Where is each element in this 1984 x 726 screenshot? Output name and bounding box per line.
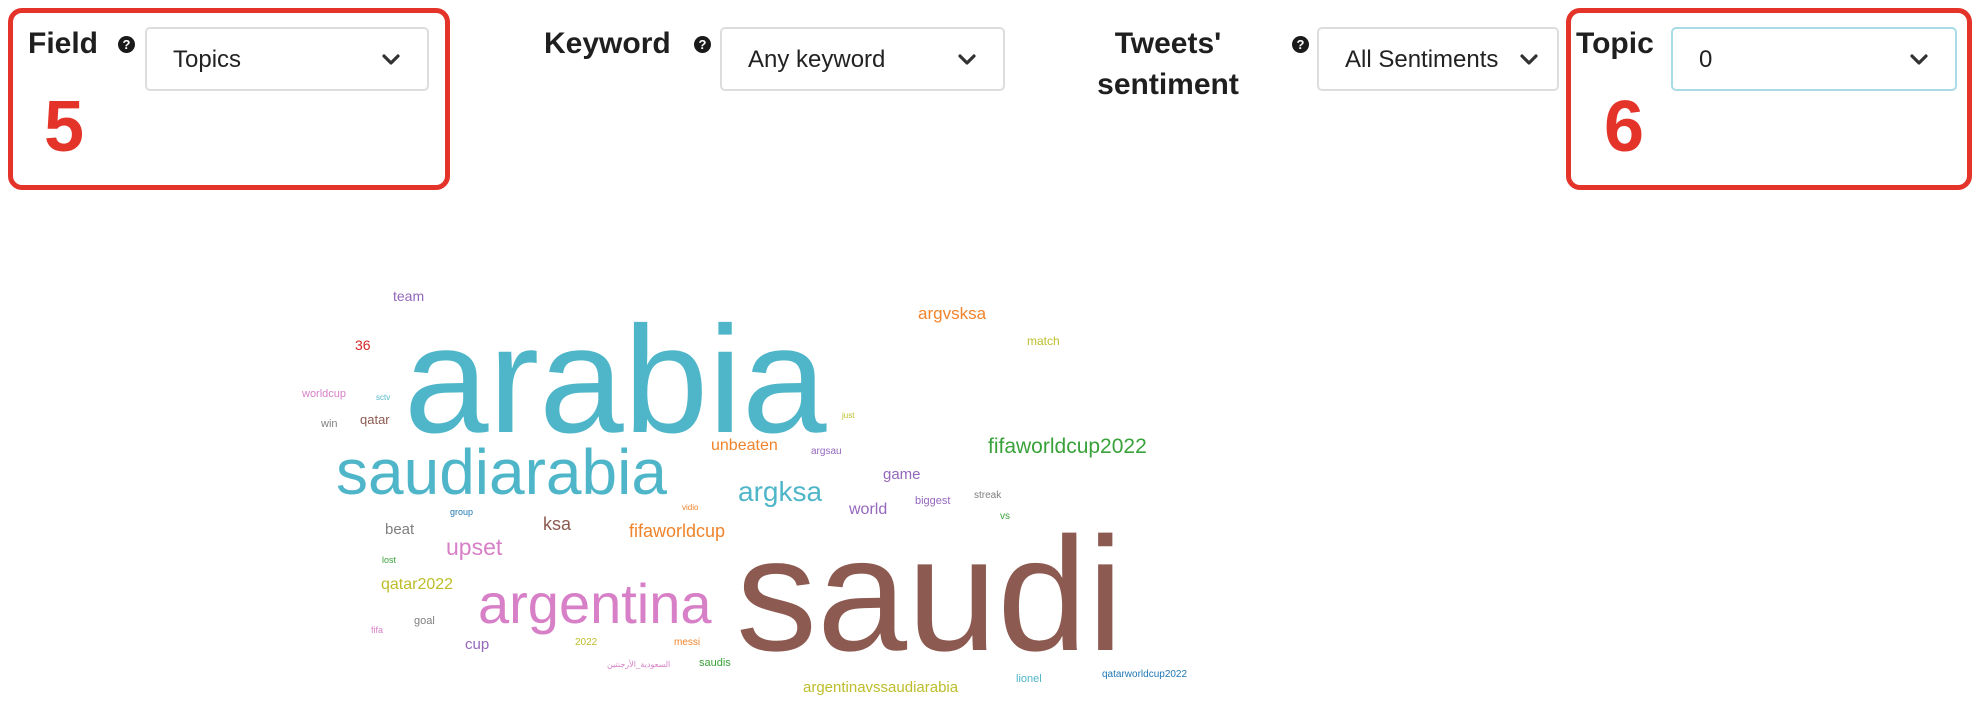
word-cloud-word: sctv: [376, 393, 391, 402]
keyword-label: Keyword: [544, 27, 671, 60]
chevron-down-icon: [1910, 54, 1928, 65]
word-cloud-word: unbeaten: [711, 437, 778, 454]
word-cloud-word: ksa: [543, 514, 572, 534]
word-cloud-word: team: [393, 288, 425, 304]
word-cloud-word: 2022: [575, 637, 598, 648]
word-cloud-word: fifaworldcup: [629, 521, 726, 541]
topic-select-value: 0: [1699, 46, 1713, 73]
word-cloud-word: lionel: [1016, 673, 1042, 685]
word-cloud-word: fifa: [371, 625, 384, 635]
chevron-down-icon: [1520, 54, 1538, 65]
keyword-help-icon[interactable]: ?: [694, 36, 711, 53]
sentiment-label-line2: sentiment: [1097, 67, 1239, 101]
chevron-down-icon: [958, 54, 976, 65]
word-cloud-word: game: [883, 466, 921, 483]
word-cloud-word: goal: [414, 615, 435, 627]
word-cloud-word: argentina: [478, 572, 712, 635]
word-cloud-word: qatar: [360, 412, 390, 427]
word-cloud-word: qatarworldcup2022: [1102, 669, 1188, 680]
topic-select[interactable]: 0: [1671, 27, 1957, 91]
word-cloud-word: vs: [1000, 511, 1010, 522]
chevron-down-icon: [382, 54, 400, 65]
sentiment-label-line1: Tweets': [1114, 27, 1222, 60]
word-cloud-word: worldcup: [302, 388, 347, 400]
field-label: Field: [28, 27, 99, 60]
word-cloud-word: السعودية_الأرجنتين: [607, 660, 671, 669]
annotation-number-6: 6: [1604, 87, 1645, 167]
word-cloud-word: win: [321, 418, 338, 430]
field-select-value: Topics: [173, 46, 242, 73]
word-cloud-word: argsau: [811, 446, 842, 457]
word-cloud-word: lost: [382, 555, 397, 565]
keyword-select-value: Any keyword: [748, 46, 886, 73]
sentiment-label: Tweets' sentiment: [1093, 24, 1243, 105]
word-cloud-word: vidio: [682, 503, 699, 512]
word-cloud-word: fifaworldcup2022: [988, 435, 1147, 458]
word-cloud-word: streak: [974, 490, 1002, 501]
word-cloud-word: biggest: [915, 495, 951, 507]
word-cloud-word: cup: [465, 636, 490, 653]
annotation-box-field: [8, 8, 450, 190]
word-cloud-word: upset: [446, 534, 503, 560]
word-cloud-word: saudis: [699, 657, 731, 669]
word-cloud-word: 36: [355, 337, 371, 353]
sentiment-help-icon[interactable]: ?: [1292, 36, 1309, 53]
field-help-icon[interactable]: ?: [118, 36, 135, 53]
word-cloud-word: saudiarabia: [336, 436, 667, 508]
word-cloud-word: match: [1027, 334, 1060, 348]
field-select[interactable]: Topics: [145, 27, 429, 91]
topic-label: Topic: [1576, 27, 1654, 60]
word-cloud-word: beat: [385, 521, 415, 538]
word-cloud-word: saudi: [736, 504, 1124, 685]
sentiment-select-value: All Sentiments: [1345, 46, 1499, 73]
annotation-box-topic: [1566, 8, 1972, 190]
word-cloud-word: argvsksa: [918, 304, 987, 323]
word-cloud-word: argentinavssaudiarabia: [803, 679, 959, 696]
word-cloud-word: messi: [674, 637, 701, 648]
annotation-number-5: 5: [44, 87, 85, 167]
word-cloud-word: qatar2022: [381, 576, 454, 593]
word-cloud-word: group: [450, 507, 474, 517]
word-cloud-word: just: [842, 411, 855, 420]
word-cloud-word: arabia: [404, 295, 827, 465]
sentiment-select[interactable]: All Sentiments: [1317, 27, 1559, 91]
word-cloud-word: world: [849, 501, 888, 518]
keyword-select[interactable]: Any keyword: [720, 27, 1005, 91]
word-cloud-word: argksa: [738, 476, 823, 507]
